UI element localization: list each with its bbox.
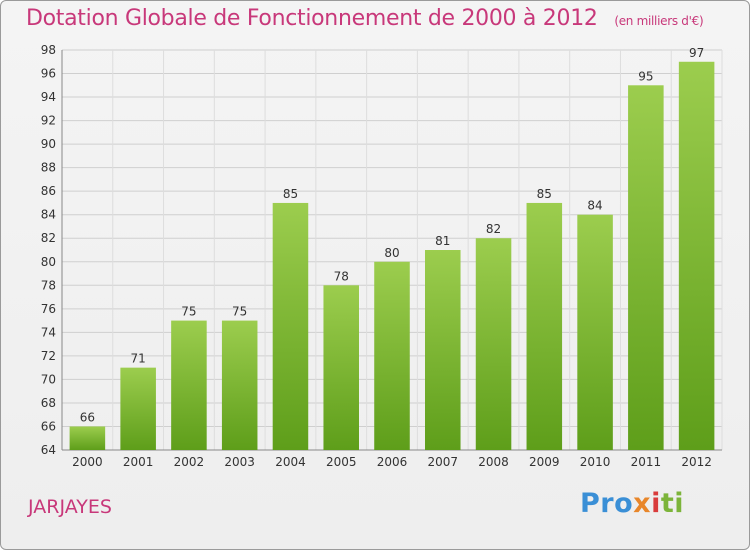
data-label: 78 [334,269,349,283]
y-tick-label: 84 [41,208,56,222]
y-tick-label: 66 [41,419,56,433]
data-label: 75 [181,305,196,319]
x-tick-label: 2000 [72,455,103,469]
x-tick-label: 2011 [631,455,662,469]
data-label: 97 [689,46,704,60]
y-tick-label: 68 [41,396,56,410]
y-tick-label: 90 [41,137,56,151]
data-label: 71 [131,352,146,366]
y-tick-label: 80 [41,255,56,269]
x-tick-label: 2012 [681,455,712,469]
bar-2001 [120,367,156,450]
data-label: 85 [537,187,552,201]
chart-title: Dotation Globale de Fonctionnement de 20… [26,6,704,31]
data-label: 75 [232,305,247,319]
x-tick-label: 2009 [529,455,560,469]
x-tick-label: 2001 [123,455,154,469]
proxiti-logo[interactable]: Proxiti [580,488,684,519]
data-label: 82 [486,222,501,236]
bar-2011 [628,85,664,450]
y-tick-label: 98 [41,43,56,57]
y-tick-labels: 64 66 68 70 72 74 76 78 80 82 84 86 88 90 92 94 96 98 [41,43,56,457]
data-labels: 66 71 75 75 85 78 80 81 82 85 84 95 97 [80,46,705,425]
logo-part-3: i [651,488,661,519]
bar-2003 [221,320,258,450]
y-tick-label: 78 [41,278,56,292]
x-tick-label: 2008 [478,455,509,469]
data-label: 95 [638,69,653,83]
x-tick-label: 2010 [580,455,611,469]
y-tick-label: 92 [41,114,56,128]
x-tick-label: 2003 [224,455,255,469]
y-tick-label: 88 [41,161,56,175]
bar-2007 [425,250,461,450]
bar-2008 [475,238,512,450]
logo-part-4: ti [660,488,685,519]
y-tick-label: 86 [41,184,56,198]
x-tick-label: 2005 [326,455,357,469]
x-tick-label: 2006 [377,455,408,469]
data-label: 66 [80,410,95,424]
data-label: 81 [435,234,450,248]
bar-2000 [69,426,106,450]
x-tick-label: 2002 [174,455,205,469]
chart-title-text: Dotation Globale de Fonctionnement de 20… [26,6,598,31]
bar-2009 [526,202,563,450]
bar-2012 [678,61,715,450]
y-tick-label: 96 [41,67,56,81]
y-tick-label: 70 [41,372,56,386]
logo-part-2: x [633,488,652,519]
y-tick-label: 94 [41,90,56,104]
logo-part-1: Pro [580,488,634,519]
data-label: 85 [283,187,298,201]
bar-2004 [272,202,309,450]
commune-name: JARJAYES [28,496,112,518]
data-label: 84 [587,199,602,213]
y-tick-label: 74 [41,325,56,339]
data-label: 80 [384,246,399,260]
bar-2005 [323,285,359,450]
x-tick-label: 2007 [427,455,458,469]
bar-2010 [577,214,613,450]
bars [69,61,715,450]
bar-2006 [374,261,410,450]
chart-subtitle: (en milliers d'€) [614,14,704,28]
y-tick-label: 72 [41,349,56,363]
y-tick-label: 76 [41,302,56,316]
y-tick-label: 64 [41,443,56,457]
bar-2002 [171,320,207,450]
y-tick-label: 82 [41,231,56,245]
x-tick-labels: 2000 2001 2002 2003 2004 2005 2006 2007 2008 2009… [72,455,712,469]
x-tick-label: 2004 [275,455,306,469]
